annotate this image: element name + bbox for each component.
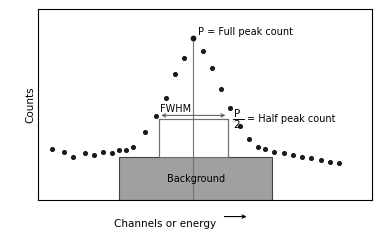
Bar bbox=[159, 120, 228, 158]
Point bbox=[209, 66, 215, 69]
Point bbox=[227, 106, 233, 110]
Point bbox=[70, 155, 76, 158]
Bar bbox=[119, 158, 272, 200]
Point bbox=[308, 156, 314, 160]
Text: P = Full peak count: P = Full peak count bbox=[198, 27, 293, 37]
Point bbox=[123, 148, 129, 152]
Text: FWHM: FWHM bbox=[160, 104, 192, 114]
Point bbox=[181, 56, 187, 60]
Point bbox=[237, 124, 243, 128]
Point bbox=[218, 87, 224, 91]
Point bbox=[190, 37, 196, 40]
Point bbox=[318, 158, 324, 162]
Point bbox=[162, 96, 169, 100]
Text: Channels or energy: Channels or energy bbox=[114, 219, 216, 229]
Point bbox=[153, 114, 159, 118]
Point bbox=[271, 150, 277, 154]
Point bbox=[82, 151, 88, 155]
Point bbox=[100, 150, 106, 154]
Point bbox=[61, 150, 67, 154]
Point bbox=[327, 160, 333, 163]
Point bbox=[172, 72, 178, 76]
Point bbox=[299, 155, 305, 158]
Point bbox=[49, 147, 55, 151]
Point bbox=[200, 50, 206, 53]
Text: P: P bbox=[234, 109, 240, 119]
Point bbox=[290, 153, 296, 157]
Point bbox=[336, 161, 342, 165]
Text: 2: 2 bbox=[234, 120, 240, 130]
Point bbox=[91, 153, 97, 157]
Text: = Half peak count: = Half peak count bbox=[247, 114, 336, 124]
Point bbox=[130, 145, 136, 149]
Point bbox=[255, 145, 261, 149]
Point bbox=[246, 137, 252, 141]
Point bbox=[116, 148, 122, 152]
Y-axis label: Counts: Counts bbox=[26, 86, 36, 123]
Point bbox=[109, 151, 115, 155]
Point bbox=[280, 151, 286, 155]
Point bbox=[262, 147, 268, 151]
Text: Background: Background bbox=[167, 174, 225, 184]
Point bbox=[142, 130, 148, 134]
Point bbox=[190, 37, 196, 40]
